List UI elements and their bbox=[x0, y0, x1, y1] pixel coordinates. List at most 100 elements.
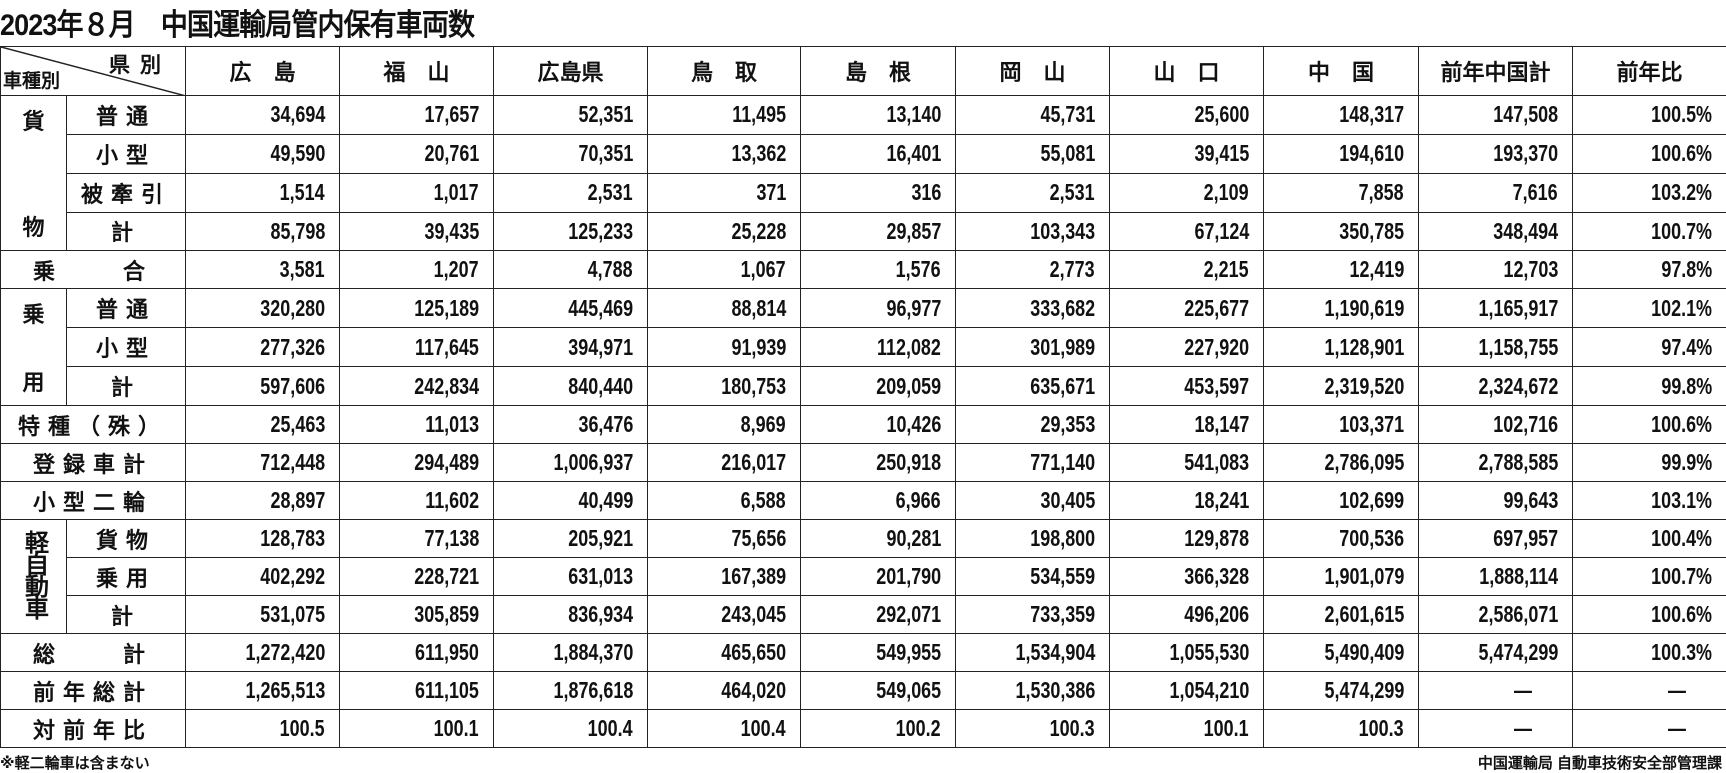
cell-value: 1,901,079 bbox=[1324, 563, 1404, 590]
cell-value: 348,494 bbox=[1493, 218, 1558, 245]
cell-value: 8,969 bbox=[741, 411, 786, 438]
cell-value: 29,857 bbox=[886, 218, 941, 245]
table-cell: 100.4 bbox=[494, 710, 648, 748]
cell-value: 1,158,755 bbox=[1478, 334, 1558, 361]
row-label: 計 bbox=[67, 212, 186, 251]
cell-value: 30,405 bbox=[1040, 487, 1095, 514]
cell-value: 2,786,095 bbox=[1324, 449, 1404, 476]
table-cell: 464,020 bbox=[648, 672, 801, 710]
cell-value: 97.8% bbox=[1661, 256, 1712, 283]
table-cell: 301,989 bbox=[956, 328, 1110, 367]
table-cell: 465,650 bbox=[648, 634, 801, 672]
table-cell: 85,798 bbox=[186, 212, 340, 251]
table-cell: 99,643 bbox=[1419, 482, 1573, 520]
cell-value: 305,859 bbox=[414, 601, 479, 628]
table-cell: 147,508 bbox=[1419, 96, 1573, 135]
column-header: 鳥 取 bbox=[648, 47, 801, 96]
table-cell: 771,140 bbox=[956, 444, 1110, 482]
source-credit: 中国運輸局 自動車技術安全部管理課 bbox=[1478, 752, 1722, 773]
cell-value: 13,362 bbox=[731, 140, 786, 167]
column-header: 島 根 bbox=[801, 47, 956, 96]
cell-value: 394,971 bbox=[568, 334, 633, 361]
table-cell: 102,699 bbox=[1264, 482, 1419, 520]
table-cell: 117,645 bbox=[340, 328, 494, 367]
group-label-text: 軽自動車 bbox=[22, 530, 46, 618]
table-cell: 100.7% bbox=[1573, 212, 1726, 251]
row-label: 小型 bbox=[67, 328, 186, 367]
cell-value: 100.1 bbox=[1204, 715, 1249, 742]
row-label: 計 bbox=[67, 596, 186, 634]
cell-value: 350,785 bbox=[1339, 218, 1404, 245]
cell-value: 147,508 bbox=[1493, 101, 1558, 128]
table-cell: 320,280 bbox=[186, 289, 340, 328]
table-cell: 1,884,370 bbox=[494, 634, 648, 672]
page-title: 2023年８月 中国運輸局管内保有車両数 bbox=[0, 0, 474, 44]
cell-value: 402,292 bbox=[260, 563, 325, 590]
table-cell: 2,319,520 bbox=[1264, 367, 1419, 406]
cell-value: 1,017 bbox=[434, 179, 479, 206]
table-cell: 25,228 bbox=[648, 212, 801, 251]
table-cell: — bbox=[1419, 672, 1573, 710]
table-cell: 216,017 bbox=[648, 444, 801, 482]
table-cell: 167,389 bbox=[648, 558, 801, 596]
cell-value: 10,426 bbox=[886, 411, 941, 438]
table-cell: 4,788 bbox=[494, 251, 648, 289]
table-cell: 225,677 bbox=[1110, 289, 1264, 328]
cell-value: 100.4 bbox=[588, 715, 633, 742]
table-cell: 840,440 bbox=[494, 367, 648, 406]
row-label: 被牽引 bbox=[67, 173, 186, 212]
group-label: 貨物 bbox=[1, 96, 67, 251]
cell-value: 99,643 bbox=[1503, 487, 1558, 514]
table-cell: 2,324,672 bbox=[1419, 367, 1573, 406]
table-cell: 1,530,386 bbox=[956, 672, 1110, 710]
cell-value: 100.5 bbox=[280, 715, 325, 742]
table-cell: 11,602 bbox=[340, 482, 494, 520]
row-label: 普通 bbox=[67, 289, 186, 328]
row-label: 計 bbox=[67, 367, 186, 406]
table-cell: 30,405 bbox=[956, 482, 1110, 520]
cell-value: 209,059 bbox=[876, 373, 941, 400]
table-cell: 129,878 bbox=[1110, 520, 1264, 558]
cell-value: 6,588 bbox=[741, 487, 786, 514]
cell-value: 2,601,615 bbox=[1324, 601, 1404, 628]
table-cell: 1,576 bbox=[801, 251, 956, 289]
cell-value: 371 bbox=[756, 179, 786, 206]
cell-value: 39,415 bbox=[1194, 140, 1249, 167]
cell-value: 201,790 bbox=[876, 563, 941, 590]
table-cell: 77,138 bbox=[340, 520, 494, 558]
cell-value: 7,616 bbox=[1513, 179, 1558, 206]
cell-value: 102,699 bbox=[1339, 487, 1404, 514]
table-cell: 55,081 bbox=[956, 134, 1110, 173]
table-cell: 29,353 bbox=[956, 406, 1110, 444]
table-cell: 2,586,071 bbox=[1419, 596, 1573, 634]
table-cell: 733,359 bbox=[956, 596, 1110, 634]
cell-value: 2,773 bbox=[1050, 256, 1095, 283]
table-cell: 13,362 bbox=[648, 134, 801, 173]
table-cell: 100.1 bbox=[340, 710, 494, 748]
cell-value: 99.9% bbox=[1661, 449, 1712, 476]
cell-value: 125,233 bbox=[568, 218, 633, 245]
cell-value: 91,939 bbox=[731, 334, 786, 361]
table-cell: 277,326 bbox=[186, 328, 340, 367]
table-cell: 305,859 bbox=[340, 596, 494, 634]
table-cell: 36,476 bbox=[494, 406, 648, 444]
cell-value: 18,147 bbox=[1194, 411, 1249, 438]
corner-top-label: 県別 bbox=[109, 49, 171, 79]
cell-value: 2,788,585 bbox=[1478, 449, 1558, 476]
row-label: 特種（殊） bbox=[1, 406, 186, 444]
table-cell: 12,419 bbox=[1264, 251, 1419, 289]
group-label: 軽自動車 bbox=[1, 520, 67, 634]
cell-value: 148,317 bbox=[1339, 101, 1404, 128]
table-cell: 103,371 bbox=[1264, 406, 1419, 444]
table-cell: 180,753 bbox=[648, 367, 801, 406]
cell-value: 205,921 bbox=[568, 525, 633, 552]
table-cell: 611,105 bbox=[340, 672, 494, 710]
cell-value: 541,083 bbox=[1184, 449, 1249, 476]
